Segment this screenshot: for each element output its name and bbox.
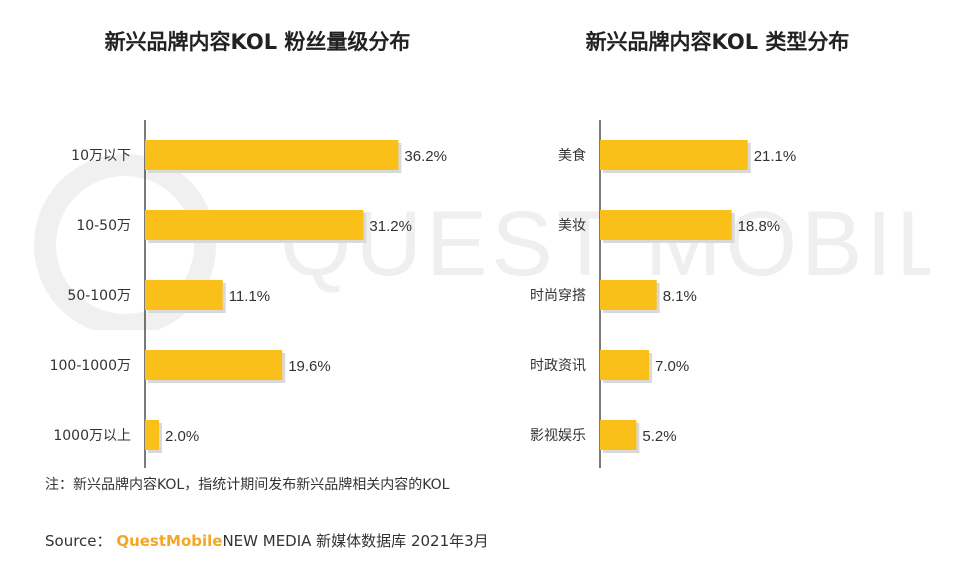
types-value-label: 21.1% (754, 148, 797, 165)
source-line: Source： QuestMobileNEW MEDIA 新媒体数据库 2021… (45, 530, 489, 551)
chart-title-types: 新兴品牌内容KOL 类型分布 (585, 30, 850, 54)
types-category-label: 美食 (558, 147, 586, 164)
fans-category-label: 10万以下 (71, 148, 131, 164)
types-bar (600, 350, 649, 380)
types-value-label: 5.2% (642, 428, 676, 445)
fans-value-label: 36.2% (404, 148, 447, 165)
fans-bar (145, 140, 399, 170)
types-value-label: 7.0% (655, 358, 689, 375)
types-bar (600, 420, 637, 450)
fans-bar (145, 280, 223, 310)
types-value-label: 18.8% (738, 218, 781, 235)
fans-value-label: 11.1% (229, 288, 270, 305)
fans-bar (145, 350, 283, 380)
fans-category-label: 50-100万 (67, 288, 131, 304)
footnote: 注：新兴品牌内容KOL，指统计期间发布新兴品牌相关内容的KOL (45, 477, 450, 493)
types-bar (600, 280, 657, 310)
types-bar (600, 140, 748, 170)
source-brand: QuestMobile (116, 532, 223, 550)
fans-bar (145, 420, 159, 450)
source-label: Source： (45, 532, 112, 550)
fans-value-label: 31.2% (369, 218, 412, 235)
fans-value-label: 19.6% (288, 358, 331, 375)
types-category-label: 时政资讯 (530, 358, 586, 374)
fans-value-label: 2.0% (165, 428, 199, 445)
types-bar (600, 210, 732, 240)
types-category-label: 影视娱乐 (530, 428, 586, 444)
types-value-label: 8.1% (663, 288, 697, 305)
types-category-label: 美妆 (558, 218, 586, 234)
fans-category-label: 1000万以上 (53, 428, 131, 444)
types-category-label: 时尚穿搭 (530, 288, 586, 304)
fans-category-label: 10-50万 (76, 218, 131, 234)
fans-bar (145, 210, 364, 240)
source-text: NEW MEDIA 新媒体数据库 2021年3月 (222, 532, 489, 550)
chart-title-fans: 新兴品牌内容KOL 粉丝量级分布 (104, 30, 411, 54)
fans-category-label: 100-1000万 (50, 358, 131, 374)
